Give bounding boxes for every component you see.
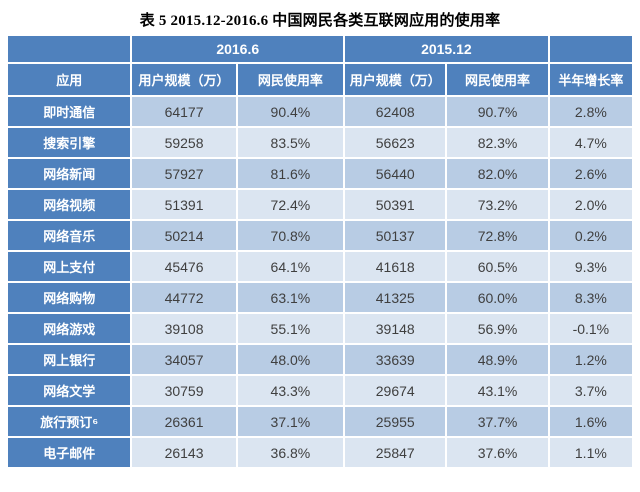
value-cell: 50391 bbox=[345, 190, 446, 219]
group-header-2016-6: 2016.6 bbox=[132, 36, 344, 62]
value-cell: 48.9% bbox=[447, 345, 548, 374]
value-cell: 0.2% bbox=[549, 221, 632, 250]
value-cell: 4.7% bbox=[549, 128, 632, 157]
col-header-rate-2015: 网民使用率 bbox=[447, 64, 548, 95]
value-cell: 2.8% bbox=[549, 97, 632, 126]
value-cell: -0.1% bbox=[549, 314, 632, 343]
col-header-users-2015: 用户规模（万） bbox=[345, 64, 446, 95]
value-cell: 37.7% bbox=[447, 407, 548, 436]
app-name-cell: 电子邮件 bbox=[8, 438, 131, 467]
value-cell: 82.0% bbox=[447, 159, 548, 188]
value-cell: 81.6% bbox=[237, 159, 344, 188]
col-header-rate-2016: 网民使用率 bbox=[237, 64, 344, 95]
value-cell: 43.1% bbox=[447, 376, 548, 405]
usage-table: 2016.6 2015.12 应用 用户规模（万） 网民使用率 用户规模（万） … bbox=[6, 34, 634, 469]
value-cell: 45476 bbox=[132, 252, 236, 281]
value-cell: 62408 bbox=[345, 97, 446, 126]
app-name-cell: 网络音乐 bbox=[8, 221, 131, 250]
value-cell: 37.6% bbox=[447, 438, 548, 467]
value-cell: 3.7% bbox=[549, 376, 632, 405]
value-cell: 48.0% bbox=[237, 345, 344, 374]
table-row: 搜索引擎 59258 83.5% 56623 82.3% 4.7% bbox=[8, 128, 632, 157]
value-cell: 2.6% bbox=[549, 159, 632, 188]
table-row: 网络视频 51391 72.4% 50391 73.2% 2.0% bbox=[8, 190, 632, 219]
page-title: 表 5 2015.12-2016.6 中国网民各类互联网应用的使用率 bbox=[139, 13, 501, 29]
value-cell: 72.4% bbox=[237, 190, 344, 219]
value-cell: 60.5% bbox=[447, 252, 548, 281]
table-row: 网络音乐 50214 70.8% 50137 72.8% 0.2% bbox=[8, 221, 632, 250]
app-name-cell: 网络视频 bbox=[8, 190, 131, 219]
value-cell: 60.0% bbox=[447, 283, 548, 312]
value-cell: 37.1% bbox=[237, 407, 344, 436]
app-name-cell: 网络新闻 bbox=[8, 159, 131, 188]
table-row: 电子邮件 26143 36.8% 25847 37.6% 1.1% bbox=[8, 438, 632, 467]
value-cell: 59258 bbox=[132, 128, 236, 157]
group-header-row: 2016.6 2015.12 bbox=[8, 36, 632, 62]
value-cell: 51391 bbox=[132, 190, 236, 219]
table-row: 网络新闻 57927 81.6% 56440 82.0% 2.6% bbox=[8, 159, 632, 188]
value-cell: 1.1% bbox=[549, 438, 632, 467]
value-cell: 8.3% bbox=[549, 283, 632, 312]
value-cell: 63.1% bbox=[237, 283, 344, 312]
value-cell: 56.9% bbox=[447, 314, 548, 343]
app-name-cell: 旅行预订⁶ bbox=[8, 407, 131, 436]
table-row: 网上银行 34057 48.0% 33639 48.9% 1.2% bbox=[8, 345, 632, 374]
group-header-2015-12: 2015.12 bbox=[345, 36, 548, 62]
app-name-cell: 网络游戏 bbox=[8, 314, 131, 343]
app-name-cell: 网上支付 bbox=[8, 252, 131, 281]
app-name-cell: 网上银行 bbox=[8, 345, 131, 374]
value-cell: 1.6% bbox=[549, 407, 632, 436]
value-cell: 56623 bbox=[345, 128, 446, 157]
value-cell: 55.1% bbox=[237, 314, 344, 343]
table-row: 网络购物 44772 63.1% 41325 60.0% 8.3% bbox=[8, 283, 632, 312]
value-cell: 73.2% bbox=[447, 190, 548, 219]
value-cell: 70.8% bbox=[237, 221, 344, 250]
value-cell: 44772 bbox=[132, 283, 236, 312]
value-cell: 29674 bbox=[345, 376, 446, 405]
value-cell: 30759 bbox=[132, 376, 236, 405]
value-cell: 9.3% bbox=[549, 252, 632, 281]
table-row: 旅行预订⁶ 26361 37.1% 25955 37.7% 1.6% bbox=[8, 407, 632, 436]
value-cell: 26143 bbox=[132, 438, 236, 467]
table-row: 即时通信 64177 90.4% 62408 90.7% 2.8% bbox=[8, 97, 632, 126]
value-cell: 64.1% bbox=[237, 252, 344, 281]
value-cell: 90.7% bbox=[447, 97, 548, 126]
group-header-spacer-left bbox=[8, 36, 131, 62]
value-cell: 34057 bbox=[132, 345, 236, 374]
value-cell: 36.8% bbox=[237, 438, 344, 467]
group-header-spacer-right bbox=[549, 36, 632, 62]
table-row: 网上支付 45476 64.1% 41618 60.5% 9.3% bbox=[8, 252, 632, 281]
value-cell: 72.8% bbox=[447, 221, 548, 250]
value-cell: 50137 bbox=[345, 221, 446, 250]
col-header-half-year-growth: 半年增长率 bbox=[549, 64, 632, 95]
col-header-app: 应用 bbox=[8, 64, 131, 95]
col-header-users-2016: 用户规模（万） bbox=[132, 64, 236, 95]
value-cell: 41618 bbox=[345, 252, 446, 281]
value-cell: 39108 bbox=[132, 314, 236, 343]
value-cell: 39148 bbox=[345, 314, 446, 343]
value-cell: 82.3% bbox=[447, 128, 548, 157]
value-cell: 50214 bbox=[132, 221, 236, 250]
app-name-cell: 搜索引擎 bbox=[8, 128, 131, 157]
value-cell: 56440 bbox=[345, 159, 446, 188]
value-cell: 41325 bbox=[345, 283, 446, 312]
value-cell: 83.5% bbox=[237, 128, 344, 157]
value-cell: 57927 bbox=[132, 159, 236, 188]
app-name-cell: 即时通信 bbox=[8, 97, 131, 126]
value-cell: 90.4% bbox=[237, 97, 344, 126]
table-row: 网络文学 30759 43.3% 29674 43.1% 3.7% bbox=[8, 376, 632, 405]
table-row: 网络游戏 39108 55.1% 39148 56.9% -0.1% bbox=[8, 314, 632, 343]
value-cell: 2.0% bbox=[549, 190, 632, 219]
value-cell: 25955 bbox=[345, 407, 446, 436]
value-cell: 1.2% bbox=[549, 345, 632, 374]
value-cell: 26361 bbox=[132, 407, 236, 436]
value-cell: 64177 bbox=[132, 97, 236, 126]
app-name-cell: 网络购物 bbox=[8, 283, 131, 312]
value-cell: 25847 bbox=[345, 438, 446, 467]
value-cell: 33639 bbox=[345, 345, 446, 374]
value-cell: 43.3% bbox=[237, 376, 344, 405]
column-header-row: 应用 用户规模（万） 网民使用率 用户规模（万） 网民使用率 半年增长率 bbox=[8, 64, 632, 95]
app-name-cell: 网络文学 bbox=[8, 376, 131, 405]
